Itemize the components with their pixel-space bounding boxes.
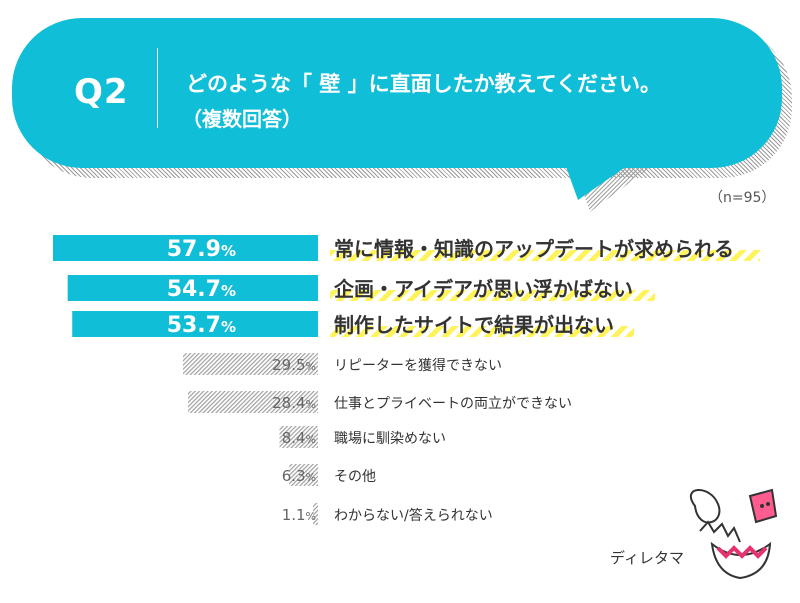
question-bubble: Q2 どのような「 壁 」に直面したか教えてください。 （複数回答）	[0, 0, 800, 230]
category-label: その他	[334, 469, 376, 485]
category-label: リピーターを獲得できない	[334, 357, 502, 374]
bar	[53, 235, 318, 261]
bar	[67, 275, 319, 301]
brand-name: ディレタマ	[610, 549, 684, 567]
label-highlight	[330, 250, 760, 261]
mascot-illustration	[689, 488, 778, 580]
question-divider	[157, 48, 158, 128]
category-label: 制作したサイトで結果が出ない	[334, 313, 614, 337]
bar	[72, 311, 318, 337]
label-highlight	[330, 290, 655, 301]
bar	[182, 353, 318, 375]
bar-value-label: 54.7%	[167, 277, 236, 302]
bar	[289, 464, 318, 486]
category-label: 企画・アイデアが思い浮かばない	[333, 277, 633, 301]
category-label: 職場に馴染めない	[334, 431, 446, 447]
bar-value-label: 6.3%	[282, 467, 316, 485]
sample-size: （n=95）	[709, 190, 776, 206]
bar-value-label: 57.9%	[167, 237, 236, 262]
category-label: わからない/答えられない	[334, 507, 493, 524]
bar	[188, 391, 318, 413]
bubble-body	[12, 18, 782, 168]
bar	[312, 503, 318, 525]
bar-value-label: 8.4%	[282, 429, 316, 447]
question-number: Q2	[74, 72, 129, 112]
bar-value-label: 53.7%	[167, 313, 236, 338]
category-label: 仕事とプライベートの両立ができない	[334, 396, 572, 412]
bar	[279, 426, 318, 448]
question-note: （複数回答）	[182, 107, 302, 131]
category-label: 常に情報・知識のアップデートが求められる	[334, 237, 734, 261]
bar-value-label: 1.1%	[282, 506, 316, 524]
question-text: どのような「 壁 」に直面したか教えてください。	[186, 72, 661, 96]
bar-value-label: 29.5%	[272, 356, 316, 374]
label-highlight	[330, 326, 634, 337]
bar-value-label: 28.4%	[272, 394, 316, 412]
